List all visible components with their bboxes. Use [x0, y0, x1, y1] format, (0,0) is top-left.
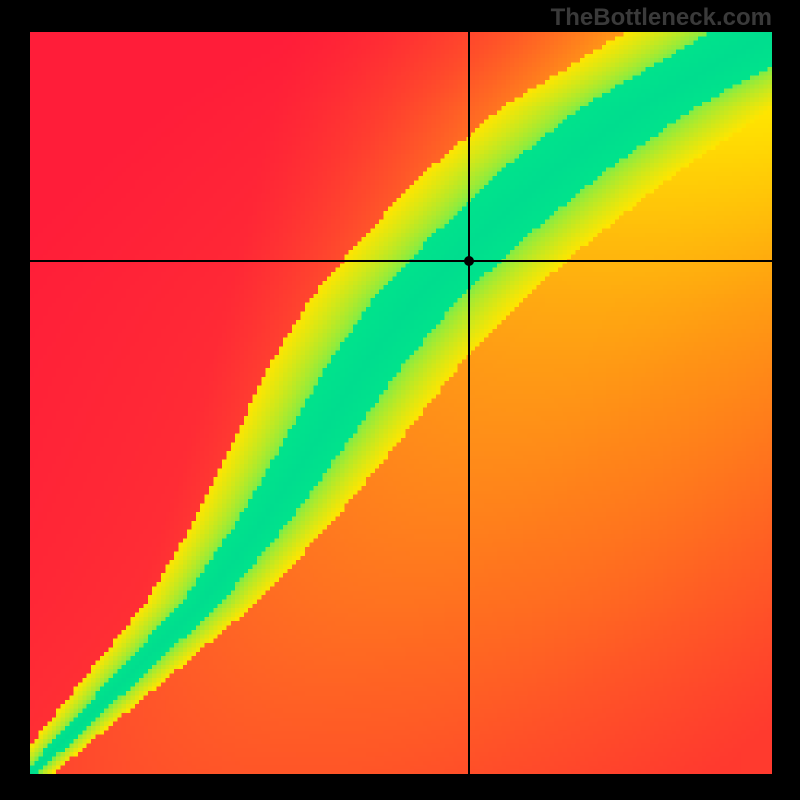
bottleneck-heatmap	[30, 32, 772, 774]
crosshair-vertical	[468, 32, 470, 774]
crosshair-horizontal	[30, 260, 772, 262]
crosshair-marker	[464, 256, 474, 266]
watermark-text: TheBottleneck.com	[551, 4, 772, 32]
